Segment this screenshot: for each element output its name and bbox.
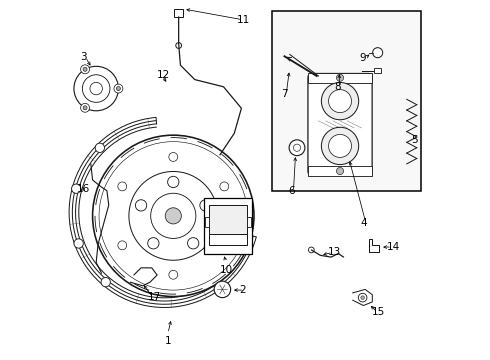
Circle shape bbox=[129, 171, 218, 260]
Text: 9: 9 bbox=[360, 53, 367, 63]
Circle shape bbox=[72, 184, 81, 193]
Circle shape bbox=[118, 182, 127, 191]
Circle shape bbox=[81, 103, 90, 112]
Bar bbox=[272, 12, 421, 191]
Circle shape bbox=[117, 86, 121, 91]
Circle shape bbox=[200, 200, 211, 211]
Circle shape bbox=[93, 135, 254, 297]
Circle shape bbox=[321, 127, 359, 165]
Text: 11: 11 bbox=[237, 15, 250, 25]
Circle shape bbox=[114, 84, 123, 93]
Bar bbox=[204, 198, 252, 253]
Circle shape bbox=[373, 48, 383, 58]
Bar bbox=[209, 205, 247, 235]
Bar bbox=[308, 73, 372, 83]
Circle shape bbox=[165, 208, 181, 224]
Circle shape bbox=[169, 270, 178, 279]
Circle shape bbox=[169, 153, 178, 161]
Circle shape bbox=[361, 296, 365, 300]
Text: 14: 14 bbox=[387, 242, 400, 252]
Circle shape bbox=[321, 82, 359, 120]
Bar bbox=[308, 166, 372, 176]
Text: 12: 12 bbox=[156, 70, 170, 80]
Text: 2: 2 bbox=[239, 285, 245, 295]
Circle shape bbox=[74, 239, 83, 248]
Circle shape bbox=[289, 140, 305, 156]
Circle shape bbox=[220, 182, 229, 191]
Circle shape bbox=[81, 65, 90, 74]
Circle shape bbox=[101, 278, 110, 287]
Text: 5: 5 bbox=[411, 135, 417, 145]
Circle shape bbox=[83, 106, 87, 110]
Circle shape bbox=[135, 200, 147, 211]
Text: 3: 3 bbox=[80, 52, 87, 62]
Circle shape bbox=[214, 281, 231, 298]
Circle shape bbox=[147, 238, 159, 249]
Text: 13: 13 bbox=[327, 247, 341, 257]
Circle shape bbox=[358, 293, 367, 302]
Bar bbox=[374, 68, 381, 73]
Text: 16: 16 bbox=[77, 184, 91, 194]
Circle shape bbox=[337, 74, 343, 81]
Text: 1: 1 bbox=[165, 336, 171, 346]
Circle shape bbox=[220, 241, 229, 250]
Bar bbox=[247, 217, 251, 227]
Text: 17: 17 bbox=[147, 292, 161, 302]
Bar bbox=[209, 234, 247, 244]
Circle shape bbox=[83, 67, 87, 71]
Bar bbox=[205, 217, 209, 227]
Text: 6: 6 bbox=[288, 186, 294, 197]
Text: 10: 10 bbox=[220, 265, 233, 275]
Circle shape bbox=[329, 90, 351, 113]
Circle shape bbox=[168, 176, 179, 188]
Text: 15: 15 bbox=[371, 307, 385, 317]
Circle shape bbox=[90, 82, 102, 95]
Text: 7: 7 bbox=[281, 89, 288, 99]
Circle shape bbox=[337, 167, 343, 175]
Circle shape bbox=[151, 193, 196, 238]
Text: 8: 8 bbox=[334, 82, 341, 93]
Circle shape bbox=[74, 66, 119, 111]
Circle shape bbox=[82, 75, 110, 102]
Circle shape bbox=[118, 241, 127, 250]
Circle shape bbox=[188, 238, 199, 249]
Text: 4: 4 bbox=[361, 218, 367, 228]
Bar bbox=[174, 9, 183, 17]
Circle shape bbox=[329, 134, 351, 157]
FancyBboxPatch shape bbox=[308, 73, 372, 175]
Circle shape bbox=[95, 143, 104, 153]
